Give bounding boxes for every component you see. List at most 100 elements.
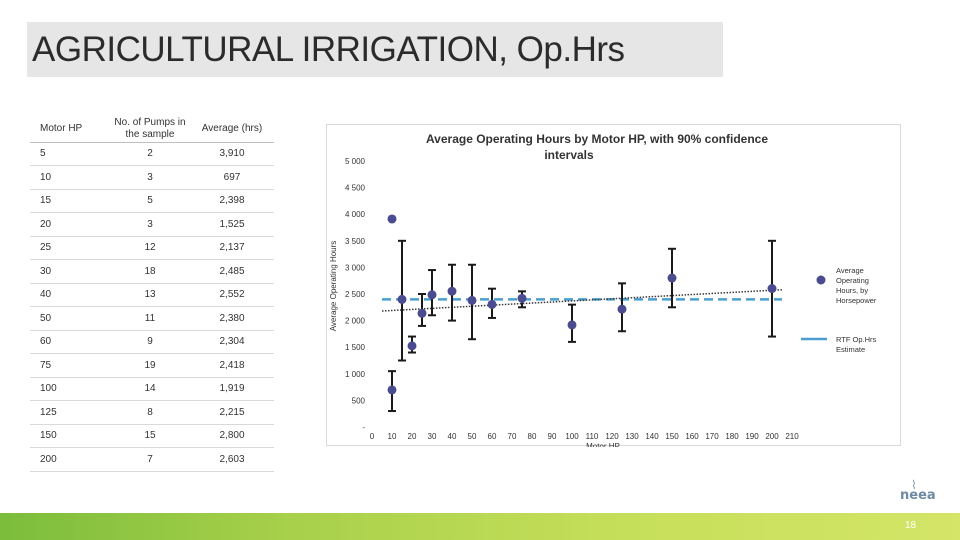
y-axis-title: Average Operating Hours — [329, 241, 338, 332]
x-tick-label: 40 — [448, 432, 457, 441]
cell-pump-count: 15 — [110, 424, 190, 448]
x-tick-label: 110 — [586, 432, 599, 441]
data-point — [517, 293, 527, 303]
cell-motor-hp: 100 — [30, 377, 110, 401]
cell-average: 2,418 — [190, 353, 274, 378]
data-point — [397, 294, 407, 304]
x-tick-label: 140 — [645, 432, 659, 441]
y-tick-label: - — [362, 423, 365, 432]
x-tick-label: 20 — [408, 432, 417, 441]
table-row: 25 12 2,137 — [30, 236, 274, 260]
cell-pump-count: 3 — [110, 212, 190, 237]
cell-average: 697 — [190, 165, 274, 190]
cell-motor-hp: 200 — [30, 447, 110, 472]
x-tick-label: 80 — [528, 432, 537, 441]
cell-motor-hp: 15 — [30, 189, 110, 213]
x-tick-label: 120 — [605, 432, 619, 441]
cell-motor-hp: 25 — [30, 236, 110, 260]
y-tick-label: 2 500 — [345, 290, 366, 299]
cell-motor-hp: 125 — [30, 400, 110, 425]
table-row: 100 14 1,919 — [30, 377, 274, 401]
y-tick-label: 1 500 — [345, 343, 366, 352]
cell-pump-count: 18 — [110, 259, 190, 284]
cell-pump-count: 5 — [110, 189, 190, 213]
legend-label-average: Average Operating Hours, by Horsepower — [836, 266, 877, 305]
data-point — [767, 284, 777, 294]
y-tick-label: 5 000 — [345, 157, 366, 166]
x-tick-label: 70 — [508, 432, 517, 441]
cell-average: 3,910 — [190, 142, 274, 166]
table-row: 15 5 2,398 — [30, 189, 274, 213]
cell-average: 2,215 — [190, 400, 274, 425]
legend-marker-average — [816, 275, 826, 285]
data-point — [407, 341, 417, 351]
data-point — [617, 304, 627, 314]
x-tick-label: 190 — [745, 432, 759, 441]
data-point — [447, 286, 457, 296]
cell-average: 2,552 — [190, 283, 274, 307]
y-tick-label: 4 000 — [345, 210, 366, 219]
x-tick-label: 50 — [468, 432, 477, 441]
cell-average: 2,603 — [190, 447, 274, 472]
col-header-pump-count: No. of Pumps in the sample — [110, 116, 190, 143]
cell-motor-hp: 10 — [30, 165, 110, 190]
cell-pump-count: 8 — [110, 400, 190, 425]
table-row: 125 8 2,215 — [30, 400, 274, 425]
data-point — [567, 320, 577, 330]
table-row: 50 11 2,380 — [30, 306, 274, 331]
table-row: 10 3 697 — [30, 165, 274, 190]
cell-pump-count: 14 — [110, 377, 190, 401]
slide-title: AGRICULTURAL IRRIGATION, Op.Hrs — [32, 30, 625, 69]
table-row: 40 13 2,552 — [30, 283, 274, 307]
logo-mark-icon: ⌇ — [911, 478, 917, 492]
cell-motor-hp: 5 — [30, 142, 110, 166]
cell-motor-hp: 60 — [30, 330, 110, 354]
cell-motor-hp: 75 — [30, 353, 110, 378]
cell-average: 2,398 — [190, 189, 274, 213]
x-tick-label: 0 — [370, 432, 375, 441]
legend-label-estimate: RTF Op.Hrs Estimate — [836, 335, 877, 354]
chart-frame: Average Operating Hours by Motor HP, wit… — [326, 124, 901, 447]
data-point — [387, 385, 397, 395]
cell-motor-hp: 50 — [30, 306, 110, 331]
trend-line — [381, 288, 783, 312]
y-tick-label: 2 000 — [345, 317, 366, 326]
table-row: 5 2 3,910 — [30, 142, 274, 166]
chart-title: Average Operating Hours by Motor HP, wit… — [426, 132, 768, 162]
y-tick-label: 1 000 — [345, 370, 366, 379]
cell-average: 1,919 — [190, 377, 274, 401]
neea-logo: ⌇ neea — [897, 478, 937, 506]
cell-pump-count: 12 — [110, 236, 190, 260]
x-axis-title: Motor HP — [586, 442, 620, 447]
footer-bar — [0, 513, 960, 540]
cell-motor-hp: 20 — [30, 212, 110, 237]
table-row: 200 7 2,603 — [30, 447, 274, 472]
hours-chart: Average Operating Hours by Motor HP, wit… — [329, 132, 877, 447]
cell-pump-count: 3 — [110, 165, 190, 190]
col-header-average: Average (hrs) — [190, 116, 274, 143]
cell-motor-hp: 40 — [30, 283, 110, 307]
logo-text: neea — [900, 488, 936, 503]
table-row: 75 19 2,418 — [30, 353, 274, 378]
cell-motor-hp: 150 — [30, 424, 110, 448]
x-tick-label: 100 — [565, 432, 579, 441]
data-point — [417, 308, 427, 318]
x-tick-label: 10 — [388, 432, 397, 441]
cell-average: 2,485 — [190, 259, 274, 284]
table-row: 20 3 1,525 — [30, 212, 274, 237]
cell-pump-count: 11 — [110, 306, 190, 331]
x-tick-label: 90 — [548, 432, 557, 441]
cell-average: 2,800 — [190, 424, 274, 448]
x-tick-label: 30 — [428, 432, 437, 441]
cell-average: 2,137 — [190, 236, 274, 260]
y-tick-label: 500 — [352, 396, 366, 405]
y-tick-label: 3 000 — [345, 263, 366, 272]
x-tick-label: 170 — [705, 432, 719, 441]
cell-pump-count: 7 — [110, 447, 190, 472]
cell-pump-count: 19 — [110, 353, 190, 378]
cell-pump-count: 9 — [110, 330, 190, 354]
x-tick-label: 130 — [625, 432, 639, 441]
table-header-row: Motor HP No. of Pumps in the sample Aver… — [30, 116, 274, 143]
data-point — [487, 299, 497, 309]
pumps-table: Motor HP No. of Pumps in the sample Aver… — [30, 116, 274, 472]
